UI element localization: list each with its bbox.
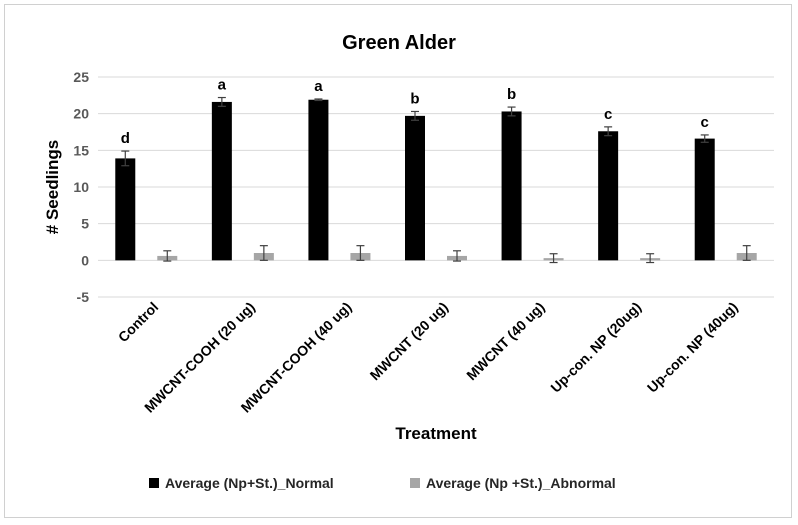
bar-normal: [115, 158, 136, 261]
chart-title: Green Alder: [342, 32, 456, 54]
x-tick-label: MWCNT-COOH (20 ug): [141, 299, 258, 416]
error-bar: [356, 245, 365, 261]
error-bar: [121, 150, 130, 167]
bars: d a a b b c c: [115, 77, 757, 264]
error-bar: [163, 250, 172, 262]
significance-label: a: [218, 77, 227, 94]
bar-normal: [211, 101, 232, 261]
error-bar: [217, 96, 226, 107]
bar-normal: [694, 138, 715, 261]
y-tick-label: 10: [73, 179, 89, 195]
significance-label: b: [507, 86, 516, 103]
y-tick-label: 20: [73, 106, 89, 122]
bar-normal: [598, 131, 619, 261]
significance-label: c: [604, 106, 612, 123]
legend-swatch: [410, 478, 420, 488]
error-bar: [314, 98, 323, 102]
error-bar: [507, 106, 516, 117]
x-tick-label: Up-con. NP (40ug): [644, 299, 741, 396]
y-tick-label: 15: [73, 142, 89, 158]
y-tick-label: 25: [73, 69, 89, 85]
x-tick-label: MWCNT (20 ug): [367, 299, 451, 383]
error-bar: [259, 245, 268, 261]
gridlines: [98, 76, 774, 298]
significance-label: c: [701, 114, 709, 131]
bar-normal: [405, 115, 425, 261]
error-bar: [411, 110, 419, 121]
legend-label: Average (Np+St.)_Normal: [165, 475, 334, 491]
x-axis-label: Treatment: [395, 424, 477, 443]
bar-normal: [308, 99, 329, 261]
error-bar: [604, 126, 613, 137]
bar-normal: [501, 111, 522, 261]
significance-label: b: [410, 90, 419, 107]
legend-swatch: [149, 478, 159, 488]
significance-label: a: [314, 78, 323, 95]
x-tick-label: MWCNT (40 ug): [463, 299, 547, 383]
error-bar: [646, 253, 655, 264]
y-tick-label: -5: [77, 289, 90, 305]
x-tick-label: Up-con. NP (20ug): [547, 299, 644, 396]
y-tick-labels: -5 0 5 10 15 20 25: [73, 69, 89, 305]
chart-frame: [4, 4, 792, 518]
error-bar: [742, 245, 751, 261]
legend-label: Average (Np +St.)_Abnormal: [426, 475, 616, 491]
error-bar: [549, 253, 558, 264]
significance-label: d: [121, 130, 130, 147]
legend: Average (Np+St.)_Normal Average (Np +St.)…: [149, 475, 616, 491]
y-tick-label: 0: [81, 252, 89, 268]
error-bar: [700, 134, 709, 143]
y-axis-label: # Seedlings: [43, 140, 62, 234]
x-tick-label: Control: [115, 299, 162, 346]
x-tick-label: MWCNT-COOH (40 ug): [238, 299, 355, 416]
error-bar: [453, 250, 461, 262]
y-tick-label: 5: [81, 216, 89, 232]
